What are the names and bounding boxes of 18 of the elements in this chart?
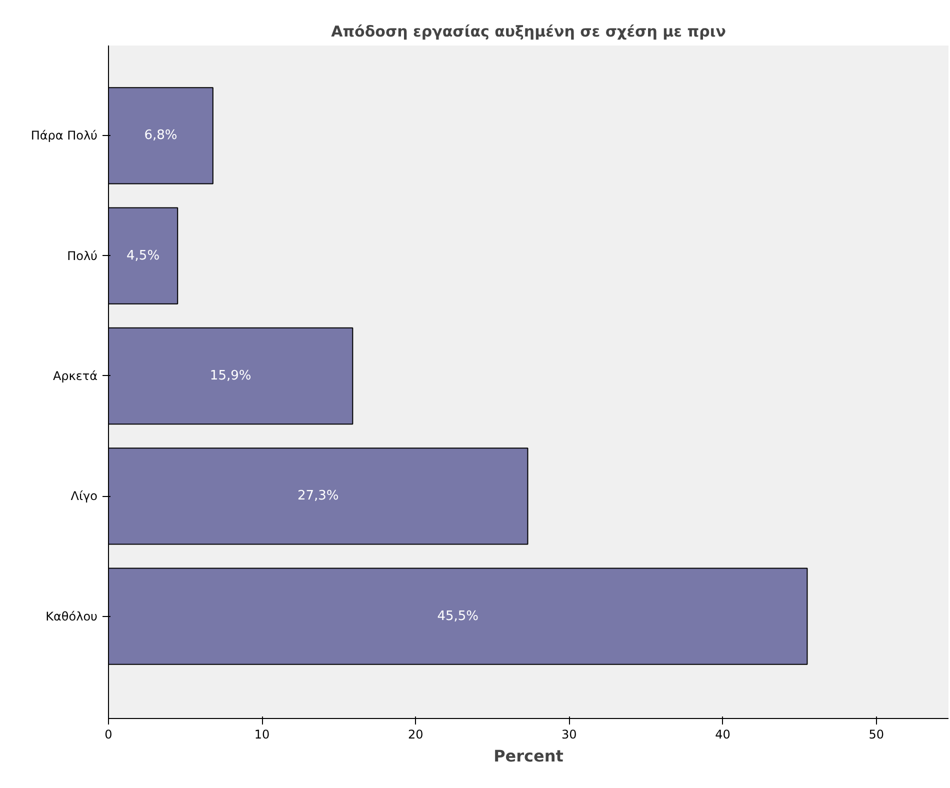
x-tick-label: 0 [104,728,112,742]
x-tick-label: 30 [562,728,577,742]
y-tick-label: Πάρα Πολύ [30,128,98,143]
data-label: 45,5% [437,608,479,624]
x-tick-label: 40 [715,728,730,742]
x-tick-label: 50 [868,728,884,742]
y-tick-label: Πολύ [67,248,98,263]
x-tick-label: 20 [408,728,424,742]
y-tick-label: Λίγο [70,489,98,504]
x-tick-label: 10 [254,728,270,742]
chart-title: Απόδοση εργασίας αυξημένη σε σχέση με πριν [331,22,726,40]
data-label: 6,8% [144,128,178,144]
data-label: 4,5% [126,248,160,264]
y-tick-label: Καθόλου [46,609,98,624]
x-axis-title: Percent [494,746,564,766]
data-label: 27,3% [297,488,339,504]
data-label: 15,9% [210,368,252,384]
y-tick-label: Αρκετά [52,368,98,383]
